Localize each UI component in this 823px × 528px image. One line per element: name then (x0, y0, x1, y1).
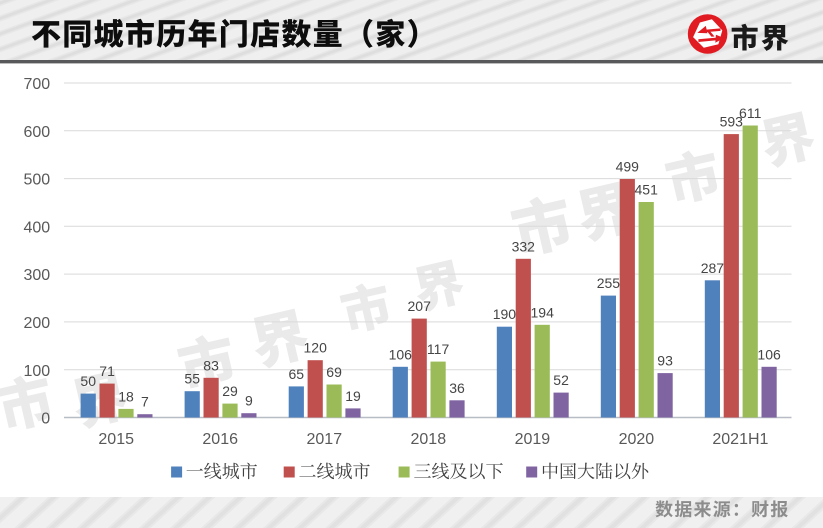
svg-text:52: 52 (553, 372, 569, 388)
svg-text:200: 200 (23, 315, 50, 332)
svg-text:120: 120 (304, 340, 328, 356)
svg-text:2020: 2020 (619, 431, 655, 448)
svg-text:106: 106 (757, 346, 781, 362)
svg-text:611: 611 (739, 105, 762, 121)
svg-text:0: 0 (41, 411, 50, 428)
svg-text:287: 287 (701, 260, 725, 276)
svg-text:7: 7 (141, 394, 149, 410)
svg-text:36: 36 (449, 380, 465, 396)
svg-text:593: 593 (720, 114, 744, 130)
svg-text:100: 100 (23, 363, 50, 380)
svg-text:2017: 2017 (307, 431, 343, 448)
svg-text:29: 29 (222, 383, 238, 399)
svg-text:194: 194 (531, 304, 555, 320)
svg-text:2019: 2019 (515, 431, 551, 448)
svg-text:400: 400 (23, 219, 50, 236)
svg-text:69: 69 (326, 364, 342, 380)
svg-text:93: 93 (657, 353, 673, 369)
svg-text:2015: 2015 (98, 431, 134, 448)
svg-text:451: 451 (635, 182, 659, 198)
svg-text:18: 18 (118, 388, 134, 404)
svg-text:700: 700 (23, 76, 50, 93)
svg-text:83: 83 (203, 357, 219, 373)
svg-text:50: 50 (80, 373, 96, 389)
svg-text:190: 190 (493, 306, 517, 322)
svg-text:55: 55 (184, 371, 200, 387)
svg-text:2016: 2016 (202, 431, 238, 448)
svg-text:9: 9 (245, 393, 253, 409)
svg-text:207: 207 (408, 298, 432, 314)
svg-text:332: 332 (512, 238, 536, 254)
svg-text:106: 106 (389, 346, 413, 362)
svg-text:300: 300 (23, 267, 50, 284)
svg-text:500: 500 (23, 172, 50, 189)
svg-text:2021H1: 2021H1 (712, 431, 768, 448)
svg-text:255: 255 (597, 275, 621, 291)
svg-text:2018: 2018 (411, 431, 447, 448)
svg-text:499: 499 (616, 159, 640, 175)
svg-text:65: 65 (289, 366, 305, 382)
svg-text:71: 71 (99, 363, 115, 379)
svg-text:600: 600 (23, 124, 50, 141)
svg-text:117: 117 (427, 341, 450, 357)
svg-text:19: 19 (345, 388, 361, 404)
